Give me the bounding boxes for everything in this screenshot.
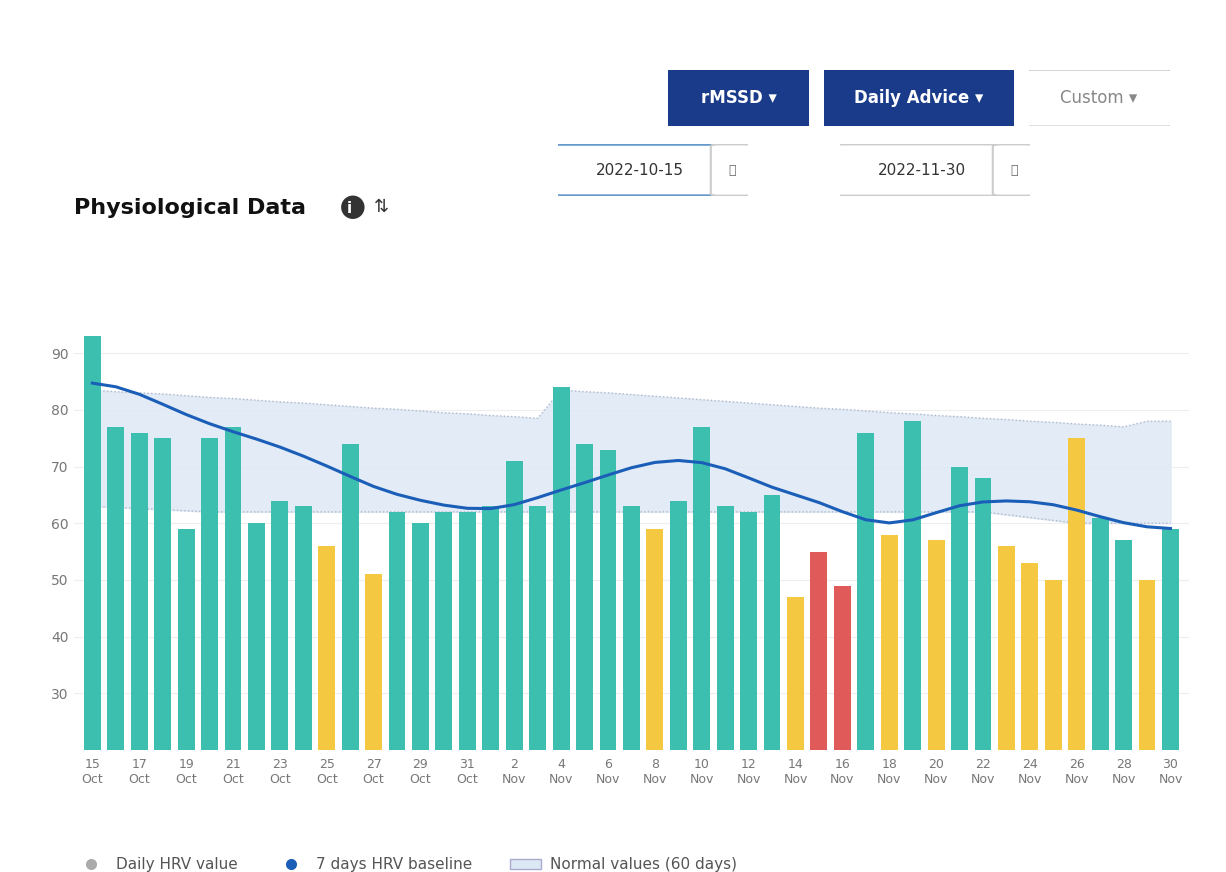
Bar bbox=[435, 512, 452, 863]
Bar bbox=[857, 433, 874, 863]
Bar bbox=[248, 523, 265, 863]
Text: Physiological Data: Physiological Data bbox=[74, 198, 305, 218]
Bar bbox=[764, 494, 781, 863]
Text: ⇅: ⇅ bbox=[374, 198, 389, 216]
FancyBboxPatch shape bbox=[661, 67, 817, 129]
Bar bbox=[1162, 528, 1179, 863]
FancyBboxPatch shape bbox=[993, 145, 1035, 195]
Text: rMSSD ▾: rMSSD ▾ bbox=[701, 89, 776, 107]
Bar bbox=[975, 478, 992, 863]
Text: Custom ▾: Custom ▾ bbox=[1060, 89, 1138, 107]
Bar bbox=[178, 528, 195, 863]
Bar bbox=[600, 450, 617, 863]
Bar bbox=[905, 421, 921, 863]
Text: i: i bbox=[347, 201, 352, 216]
Bar bbox=[108, 426, 124, 863]
Bar bbox=[530, 506, 546, 863]
Bar bbox=[576, 444, 593, 863]
Bar bbox=[201, 438, 218, 863]
Bar bbox=[506, 460, 522, 863]
Bar bbox=[669, 501, 687, 863]
Bar bbox=[951, 467, 969, 863]
Bar bbox=[412, 523, 429, 863]
Bar bbox=[224, 426, 242, 863]
FancyBboxPatch shape bbox=[1025, 70, 1173, 126]
Bar bbox=[83, 336, 101, 863]
Legend: Daily HRV value, 7 days HRV baseline, Normal values (60 days): Daily HRV value, 7 days HRV baseline, No… bbox=[70, 851, 743, 872]
Bar bbox=[834, 586, 851, 863]
Text: ℹ: ℹ bbox=[349, 198, 357, 216]
Text: 📅: 📅 bbox=[728, 164, 736, 176]
Bar bbox=[1021, 563, 1038, 863]
Bar bbox=[1045, 580, 1062, 863]
Bar bbox=[1139, 580, 1155, 863]
Bar bbox=[131, 433, 147, 863]
Bar bbox=[623, 506, 640, 863]
Bar bbox=[482, 506, 499, 863]
Bar bbox=[998, 546, 1015, 863]
FancyBboxPatch shape bbox=[711, 145, 753, 195]
Text: Daily Advice ▾: Daily Advice ▾ bbox=[855, 89, 983, 107]
FancyBboxPatch shape bbox=[814, 67, 1024, 129]
Bar bbox=[389, 512, 406, 863]
Bar bbox=[787, 596, 804, 863]
FancyBboxPatch shape bbox=[552, 145, 723, 195]
Bar bbox=[1116, 540, 1132, 863]
Bar bbox=[741, 512, 756, 863]
Bar bbox=[880, 535, 897, 863]
FancyBboxPatch shape bbox=[834, 145, 1005, 195]
Bar bbox=[342, 444, 358, 863]
Bar bbox=[365, 574, 383, 863]
Bar bbox=[294, 506, 311, 863]
Bar bbox=[553, 387, 570, 863]
Bar bbox=[810, 551, 828, 863]
Bar bbox=[1091, 517, 1108, 863]
Bar bbox=[154, 438, 172, 863]
Text: 📅: 📅 bbox=[1010, 164, 1018, 176]
Bar bbox=[928, 540, 944, 863]
Bar bbox=[693, 426, 710, 863]
Bar bbox=[459, 512, 476, 863]
Bar bbox=[717, 506, 733, 863]
Text: 2022-10-15: 2022-10-15 bbox=[596, 162, 684, 178]
Bar bbox=[1068, 438, 1085, 863]
Bar bbox=[646, 528, 663, 863]
Text: 2022-11-30: 2022-11-30 bbox=[878, 162, 966, 178]
Bar bbox=[319, 546, 335, 863]
Bar bbox=[271, 501, 288, 863]
